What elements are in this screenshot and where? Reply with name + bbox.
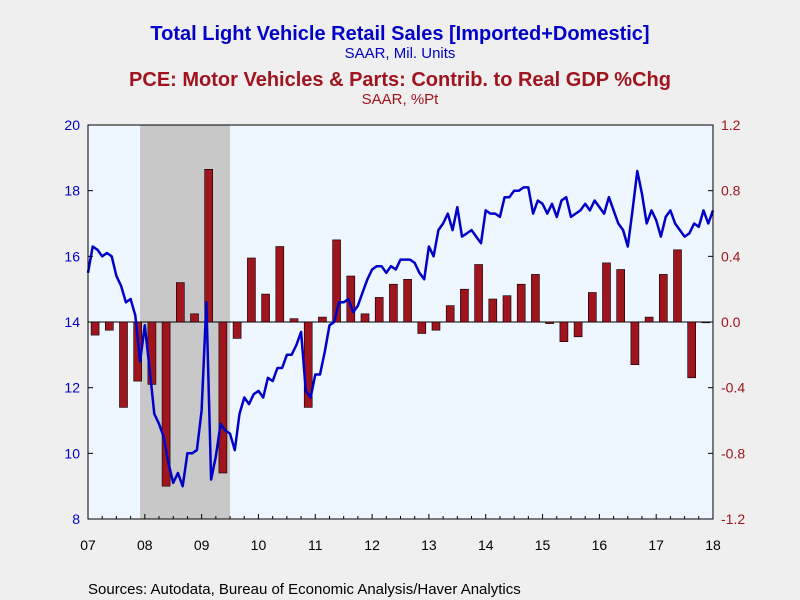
right-tick-label: 0.8 (721, 183, 741, 199)
bar (559, 321, 569, 343)
bar (403, 278, 412, 323)
bar (516, 283, 526, 323)
left-tick-label: 8 (72, 511, 80, 527)
bar (488, 298, 498, 323)
bar (587, 292, 597, 323)
x-tick-label: 18 (705, 537, 721, 553)
bar (90, 321, 100, 336)
bar (474, 264, 483, 323)
right-tick-label: -0.8 (721, 445, 745, 461)
x-tick-label: 12 (364, 537, 380, 553)
left-tick-label: 12 (64, 380, 80, 396)
bar (445, 305, 455, 323)
bar (545, 321, 554, 324)
bar (374, 297, 384, 323)
left-tick-label: 20 (64, 117, 80, 133)
left-tick-label: 10 (64, 445, 80, 461)
bar (630, 321, 640, 366)
bar (573, 321, 583, 338)
chart-title-line-3: PCE: Motor Vehicles & Parts: Contrib. to… (129, 69, 671, 91)
bar (232, 321, 242, 339)
bar (318, 316, 327, 323)
bar (119, 321, 128, 408)
x-tick-label: 15 (535, 537, 551, 553)
x-tick-label: 17 (648, 537, 664, 553)
right-tick-label: 1.2 (721, 117, 741, 133)
line-series (86, 169, 715, 488)
bar (261, 293, 270, 323)
bar (247, 257, 256, 323)
left-tick-label: 18 (64, 183, 80, 199)
x-tick-label: 11 (308, 537, 323, 553)
bar (616, 269, 626, 323)
bar (502, 295, 512, 323)
x-tick-label: 07 (80, 537, 96, 553)
bar (190, 313, 199, 323)
left-tick-label: 14 (64, 314, 80, 330)
source-note: Sources: Autodata, Bureau of Economic An… (88, 581, 521, 598)
bar (602, 262, 611, 323)
x-tick-label: 08 (137, 537, 153, 553)
bar (531, 274, 540, 323)
right-tick-label: -0.4 (721, 380, 745, 396)
right-tick-label: 0.0 (721, 314, 741, 330)
bar (360, 313, 370, 323)
x-tick-label: 09 (194, 537, 210, 553)
bar (332, 239, 341, 323)
x-tick-label: 13 (421, 537, 437, 553)
bar (687, 321, 697, 379)
right-tick-label: -1.2 (721, 511, 745, 527)
left-tick-label: 16 (64, 248, 80, 264)
bar-series (90, 169, 711, 487)
bar (204, 169, 213, 323)
bar (218, 321, 228, 474)
bar (658, 274, 668, 323)
chart-titles: Total Light Vehicle Retail Sales [Import… (129, 23, 671, 108)
x-tick-label: 10 (251, 537, 267, 553)
bar (460, 288, 469, 323)
left-axis: 8 10 12 14 16 18 20 (64, 117, 93, 527)
bar (644, 316, 654, 323)
bar (176, 282, 185, 323)
bar (673, 249, 682, 323)
bar (161, 321, 171, 487)
right-axis: -1.2 -0.8 -0.4 0.0 0.4 0.8 1.2 (708, 117, 745, 527)
bar (431, 321, 441, 331)
bar (289, 318, 299, 323)
chart-title-line-4: SAAR, %Pt (362, 91, 440, 108)
bar (389, 283, 398, 323)
bar (275, 246, 285, 323)
x-tick-label: 14 (478, 537, 494, 553)
x-axis: 07 08 09 10 11 12 13 14 15 16 17 18 (80, 514, 721, 553)
chart-title-line-2: SAAR, Mil. Units (345, 45, 456, 62)
bar (417, 321, 427, 334)
right-tick-label: 0.4 (721, 248, 741, 264)
bar (105, 321, 114, 331)
chart-title-line-1: Total Light Vehicle Retail Sales [Import… (150, 23, 649, 45)
x-tick-label: 16 (592, 537, 608, 553)
